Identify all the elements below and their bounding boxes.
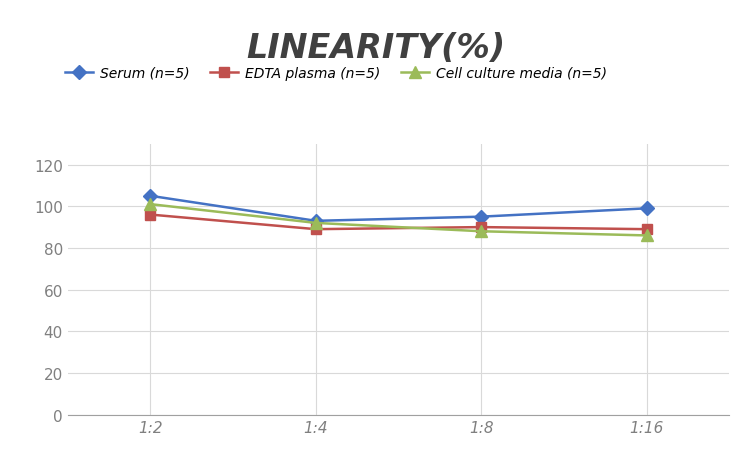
- Legend: Serum (n=5), EDTA plasma (n=5), Cell culture media (n=5): Serum (n=5), EDTA plasma (n=5), Cell cul…: [59, 61, 612, 86]
- Text: LINEARITY(%): LINEARITY(%): [247, 32, 505, 64]
